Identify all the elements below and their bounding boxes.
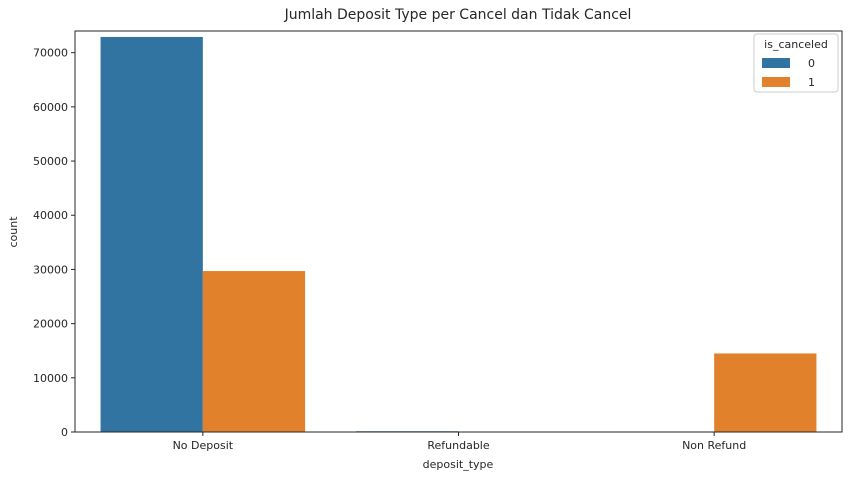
y-tick-label: 10000 [33,372,68,385]
legend-title: is_canceled [764,38,828,51]
legend-swatch [762,58,790,68]
y-axis-label: count [7,216,20,248]
x-axis-label: deposit_type [423,458,494,471]
x-tick-label: Refundable [427,439,489,452]
y-tick-label: 40000 [33,209,68,222]
bar [202,271,306,432]
legend-label: 1 [808,76,815,89]
y-tick-label: 20000 [33,318,68,331]
y-tick-label: 70000 [33,47,68,60]
legend: is_canceled 0 1 [753,33,839,93]
y-tick-label: 30000 [33,263,68,276]
x-tick-label: Non Refund [682,439,746,452]
y-tick-label: 0 [61,426,68,439]
chart-title: Jumlah Deposit Type per Cancel dan Tidak… [284,7,632,23]
bar [100,36,203,433]
y-tick-label: 50000 [33,155,68,168]
plot-frame [74,30,843,433]
bar [714,353,817,432]
plot-area: No Deposit Refundable Non Refund 0 10000 2000… [33,36,817,452]
legend-label: 0 [808,57,815,70]
y-tick-label: 60000 [33,101,68,114]
x-tick-label: No Deposit [173,439,234,452]
legend-swatch [762,77,790,87]
